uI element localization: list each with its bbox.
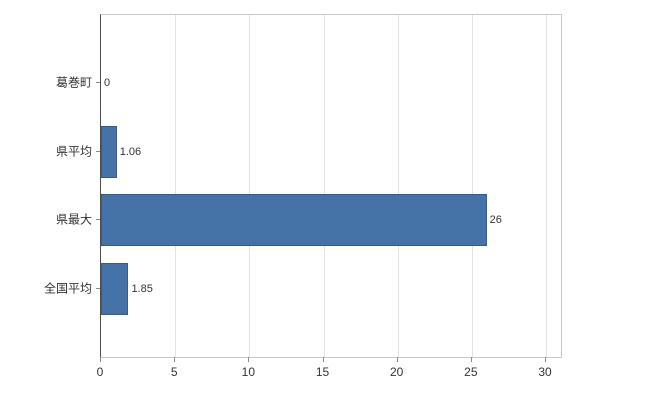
value-label: 0 xyxy=(104,77,111,90)
y-axis-tick xyxy=(96,150,100,152)
x-axis-tick-label: 10 xyxy=(241,365,256,379)
y-axis-tick xyxy=(96,219,100,221)
gridline xyxy=(175,15,177,357)
x-axis-tick xyxy=(100,357,101,362)
x-axis-tick-label: 5 xyxy=(170,365,178,379)
value-label: 1.85 xyxy=(131,282,153,295)
gridline xyxy=(546,15,547,357)
gridline xyxy=(323,15,325,357)
bar xyxy=(101,194,487,247)
x-axis-tick xyxy=(545,357,546,362)
x-axis-tick-label: 25 xyxy=(464,365,478,379)
category-label: 葛巻町 xyxy=(55,75,92,90)
x-axis-tick xyxy=(174,357,176,362)
x-axis-tick xyxy=(248,357,250,362)
x-axis-tick-label: 20 xyxy=(389,365,404,379)
bar xyxy=(101,262,129,315)
plot-area: 0 1.06 26 1.85 xyxy=(100,14,562,358)
y-axis-tick xyxy=(96,287,100,289)
bar-band: 1.85 xyxy=(101,255,561,324)
x-axis-tick xyxy=(322,357,324,362)
gridline xyxy=(471,15,473,357)
x-axis-tick-label: 0 xyxy=(96,365,104,379)
x-axis-tick xyxy=(396,357,398,362)
bar-band: 1.06 xyxy=(101,118,561,187)
bar xyxy=(101,125,117,178)
x-axis-labels: 0 5 10 15 20 25 30 xyxy=(96,357,560,387)
value-label: 1.06 xyxy=(119,145,142,158)
category-label: 県平均 xyxy=(55,144,92,159)
category-label: 県最大 xyxy=(55,212,92,227)
gridline xyxy=(249,15,251,357)
gridline xyxy=(397,15,399,357)
x-axis-tick-label: 15 xyxy=(315,365,330,379)
x-axis-tick-label: 30 xyxy=(538,365,552,379)
value-label: 26 xyxy=(489,214,502,227)
y-axis-tick xyxy=(96,82,100,84)
bar-band: 26 xyxy=(101,186,561,255)
y-axis-labels: 葛巻町県平均県最大全国平均 xyxy=(0,14,98,356)
x-axis-tick xyxy=(470,357,472,362)
bar-band: 0 xyxy=(101,49,561,118)
category-label: 全国平均 xyxy=(43,281,92,296)
